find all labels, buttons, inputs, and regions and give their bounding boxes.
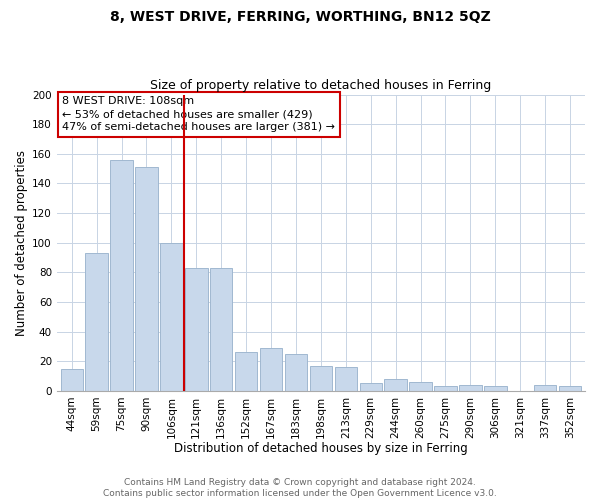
Text: 8 WEST DRIVE: 108sqm
← 53% of detached houses are smaller (429)
47% of semi-deta: 8 WEST DRIVE: 108sqm ← 53% of detached h…: [62, 96, 335, 132]
Bar: [160, 242, 182, 391]
Bar: [459, 385, 482, 391]
Bar: [559, 386, 581, 391]
Bar: [110, 160, 133, 391]
Bar: [359, 384, 382, 391]
Bar: [260, 348, 282, 391]
Bar: [135, 167, 158, 391]
Bar: [85, 253, 108, 391]
Y-axis label: Number of detached properties: Number of detached properties: [15, 150, 28, 336]
Bar: [385, 379, 407, 391]
Bar: [310, 366, 332, 391]
Title: Size of property relative to detached houses in Ferring: Size of property relative to detached ho…: [150, 79, 491, 92]
Bar: [235, 352, 257, 391]
Bar: [409, 382, 432, 391]
Bar: [534, 385, 556, 391]
Bar: [285, 354, 307, 391]
Bar: [210, 268, 232, 391]
Text: 8, WEST DRIVE, FERRING, WORTHING, BN12 5QZ: 8, WEST DRIVE, FERRING, WORTHING, BN12 5…: [110, 10, 490, 24]
Bar: [484, 386, 506, 391]
X-axis label: Distribution of detached houses by size in Ferring: Distribution of detached houses by size …: [174, 442, 468, 455]
Bar: [61, 368, 83, 391]
Bar: [185, 268, 208, 391]
Bar: [335, 367, 357, 391]
Bar: [434, 386, 457, 391]
Text: Contains HM Land Registry data © Crown copyright and database right 2024.
Contai: Contains HM Land Registry data © Crown c…: [103, 478, 497, 498]
